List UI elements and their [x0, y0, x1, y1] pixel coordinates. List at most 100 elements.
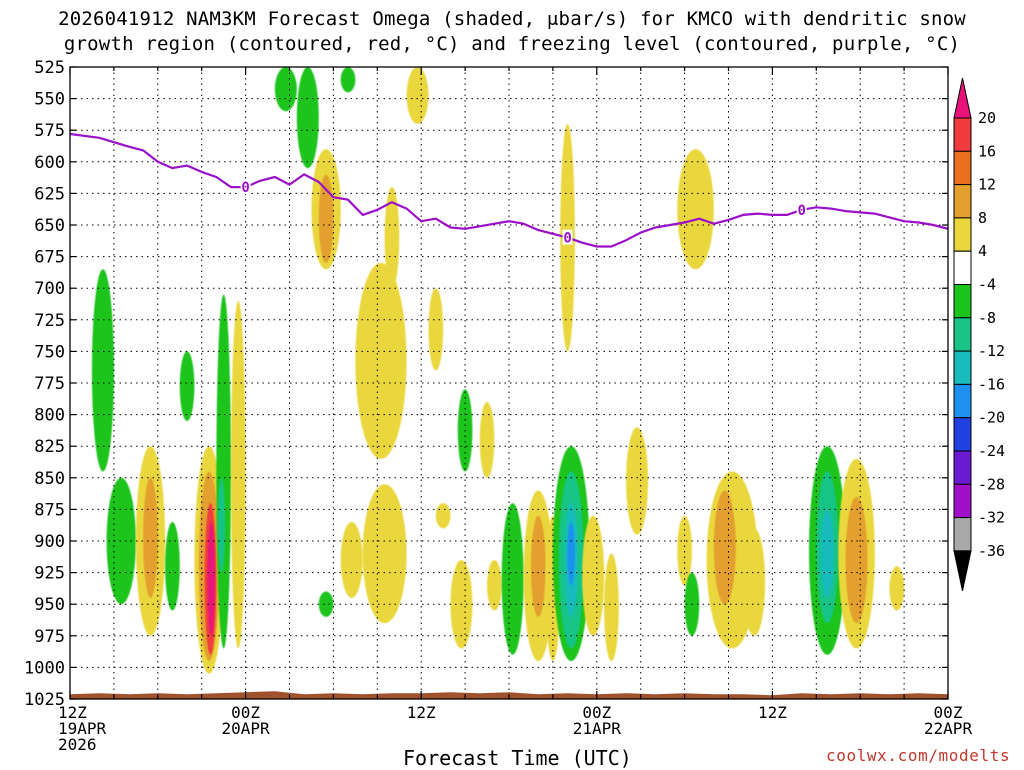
colorbar-label--12: -12: [978, 342, 1005, 360]
colorbar-label-4: 4: [978, 242, 987, 260]
omega-cell-42: [677, 515, 692, 586]
y-tick-label-650: 650: [34, 216, 65, 236]
omega-shading: [91, 67, 905, 674]
y-tick-label-550: 550: [34, 90, 65, 110]
x-tick-label-group: 12Z: [391, 705, 451, 753]
colorbar-bin-8: [953, 350, 972, 385]
colorbar-bin-4: [953, 217, 972, 252]
omega-cell-21: [384, 187, 400, 289]
omega-cell-44: [677, 149, 714, 270]
omega-cell-3: [143, 477, 158, 598]
omega-cell-39: [582, 515, 605, 636]
colorbar: 20 16 12 8 4 -4 -8 -12 -16 -20 -24 -28 -32 -36: [953, 77, 1005, 592]
omega-cell-30: [501, 503, 524, 655]
colorbar-label-16: 16: [978, 142, 996, 160]
credit-link[interactable]: coolwx.com/modelts: [826, 746, 1011, 765]
colorbar-top-triangle: [953, 77, 972, 119]
y-tick-label-950: 950: [34, 595, 65, 615]
omega-cell-46: [713, 490, 736, 605]
colorbar-label--16: -16: [978, 375, 1005, 393]
colorbar-bin-3: [953, 184, 972, 219]
omega-cell-14: [296, 67, 319, 169]
freezing-label-bg-1: [562, 229, 573, 245]
omega-cell-5: [179, 351, 195, 421]
omega-cell-0: [91, 269, 114, 472]
freezing-label-bg-2: [796, 201, 807, 217]
freezing-level-label-2: 0: [797, 203, 805, 219]
x-tick-time: 12Z: [757, 703, 787, 722]
y-tick-label-925: 925: [34, 564, 65, 584]
omega-cell-23: [406, 67, 429, 124]
colorbar-label--20: -20: [978, 409, 1005, 427]
omega-cell-40: [604, 553, 619, 662]
x-tick-label-group: 00Z 20APR: [216, 705, 276, 753]
x-tick-label-group: 12Z 19APR 2026: [58, 705, 118, 753]
omega-cell-25: [435, 503, 451, 529]
x-tick-date: 22APR: [923, 719, 973, 738]
freezing-level-contour: 0 0 0: [70, 132, 948, 248]
colorbar-label-8: 8: [978, 209, 987, 227]
colorbar-bin-7: [953, 317, 972, 352]
colorbar-label--24: -24: [978, 442, 1005, 460]
freezing-level-label-0: 0: [241, 180, 249, 196]
colorbar-bin-6: [953, 284, 972, 319]
colorbar-label--32: -32: [978, 509, 1005, 527]
y-tick-label-575: 575: [34, 121, 65, 141]
y-tick-label-800: 800: [34, 406, 65, 426]
omega-cell-10: [216, 294, 231, 649]
x-axis-title: Forecast Time (UTC): [403, 746, 632, 770]
omega-cell-37: [567, 522, 575, 586]
colorbar-label--28: -28: [978, 475, 1005, 493]
colorbar-bin-2: [953, 150, 972, 186]
y-tick-label-1025: 1025: [24, 690, 65, 710]
colorbar-label-20: 20: [978, 109, 996, 127]
y-tick-label-1000: 1000: [24, 658, 65, 678]
colorbar-bottom-triangle: [953, 550, 972, 592]
omega-cell-11: [217, 477, 226, 573]
colorbar-label-12: 12: [978, 176, 996, 194]
colorbar-bin-11: [953, 450, 972, 485]
x-tick-date: 20APR: [221, 719, 270, 738]
omega-cell-28: [479, 401, 495, 478]
colorbar-label--36: -36: [978, 542, 1005, 560]
y-tick-label-850: 850: [34, 469, 65, 489]
colorbar-bin-1: [953, 117, 972, 152]
omega-cell-9: [207, 522, 215, 636]
omega-cell-1: [106, 477, 136, 605]
x-tick-time: 00Z: [582, 703, 612, 722]
x-tick-time: 00Z: [933, 703, 963, 722]
omega-cell-12: [230, 300, 246, 649]
colorbar-label--4: -4: [978, 276, 996, 294]
omega-cell-24: [428, 288, 444, 371]
colorbar-bin-12: [953, 483, 972, 519]
freezing-level-label-1: 0: [563, 231, 571, 247]
x-tick-year: 2026: [58, 735, 97, 754]
y-tick-label-975: 975: [34, 627, 65, 647]
x-tick-time: 00Z: [231, 703, 261, 722]
omega-cell-4: [165, 522, 180, 611]
y-tick-label-600: 600: [34, 153, 65, 173]
omega-cell-18: [340, 67, 356, 93]
omega-cell-22: [362, 484, 407, 624]
chart-title-line1: 2026041912 NAM3KM Forecast Omega (shaded…: [58, 8, 966, 30]
chart-title-line2: growth region (contoured, red, °C) and f…: [63, 33, 961, 55]
x-tick-time: 12Z: [406, 703, 436, 722]
x-tick-date: 19APR: [58, 719, 107, 738]
x-tick-label-group: 12Z: [742, 705, 802, 753]
omega-cell-19: [340, 522, 363, 598]
omega-cell-13: [274, 67, 297, 112]
y-tick-label-775: 775: [34, 374, 65, 394]
colorbar-bin-13: [953, 517, 972, 552]
colorbar-bin-9: [953, 383, 972, 419]
y-tick-label-825: 825: [34, 437, 65, 457]
omega-cell-53: [889, 566, 905, 611]
y-tick-label-625: 625: [34, 184, 65, 204]
x-axis-ticks: [69, 67, 949, 699]
omega-cell-50: [820, 509, 834, 598]
x-tick-label-group: 00Z 22APR: [918, 705, 978, 753]
y-axis: 525 550 575 600 625 650 675 700 725 750 775 800 825 8…: [24, 58, 948, 710]
colorbar-bin-5: [953, 250, 972, 285]
omega-cell-20: [355, 262, 407, 459]
y-tick-label-900: 900: [34, 532, 65, 552]
